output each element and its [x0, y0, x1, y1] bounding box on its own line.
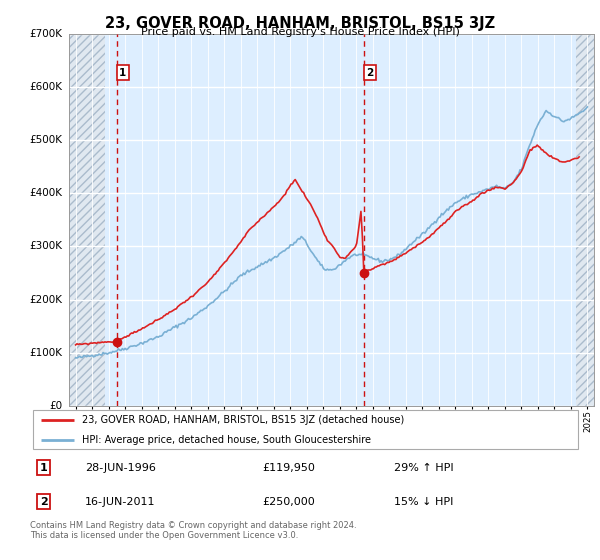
- Text: £0: £0: [50, 401, 63, 411]
- Bar: [576, 34, 594, 406]
- Text: 29% ↑ HPI: 29% ↑ HPI: [394, 463, 454, 473]
- Text: 23, GOVER ROAD, HANHAM, BRISTOL, BS15 3JZ (detached house): 23, GOVER ROAD, HANHAM, BRISTOL, BS15 3J…: [82, 415, 404, 425]
- Text: 23, GOVER ROAD, HANHAM, BRISTOL, BS15 3JZ: 23, GOVER ROAD, HANHAM, BRISTOL, BS15 3J…: [105, 16, 495, 31]
- Text: HPI: Average price, detached house, South Gloucestershire: HPI: Average price, detached house, Sout…: [82, 435, 371, 445]
- Text: 28-JUN-1996: 28-JUN-1996: [85, 463, 156, 473]
- Text: £200K: £200K: [30, 295, 63, 305]
- Bar: [69, 34, 106, 406]
- Text: £400K: £400K: [30, 188, 63, 198]
- FancyBboxPatch shape: [33, 410, 578, 449]
- Text: £300K: £300K: [30, 241, 63, 251]
- Text: 15% ↓ HPI: 15% ↓ HPI: [394, 497, 454, 507]
- Text: £100K: £100K: [30, 348, 63, 358]
- Text: £600K: £600K: [30, 82, 63, 92]
- Text: 16-JUN-2011: 16-JUN-2011: [85, 497, 156, 507]
- Text: 2: 2: [367, 68, 374, 78]
- Text: £250,000: £250,000: [262, 497, 314, 507]
- Text: Price paid vs. HM Land Registry's House Price Index (HPI): Price paid vs. HM Land Registry's House …: [140, 27, 460, 37]
- Text: 2: 2: [40, 497, 47, 507]
- Text: £500K: £500K: [30, 135, 63, 145]
- Text: 1: 1: [119, 68, 127, 78]
- Text: Contains HM Land Registry data © Crown copyright and database right 2024.
This d: Contains HM Land Registry data © Crown c…: [30, 521, 356, 540]
- Text: £119,950: £119,950: [262, 463, 315, 473]
- Text: 1: 1: [40, 463, 47, 473]
- Text: £700K: £700K: [30, 29, 63, 39]
